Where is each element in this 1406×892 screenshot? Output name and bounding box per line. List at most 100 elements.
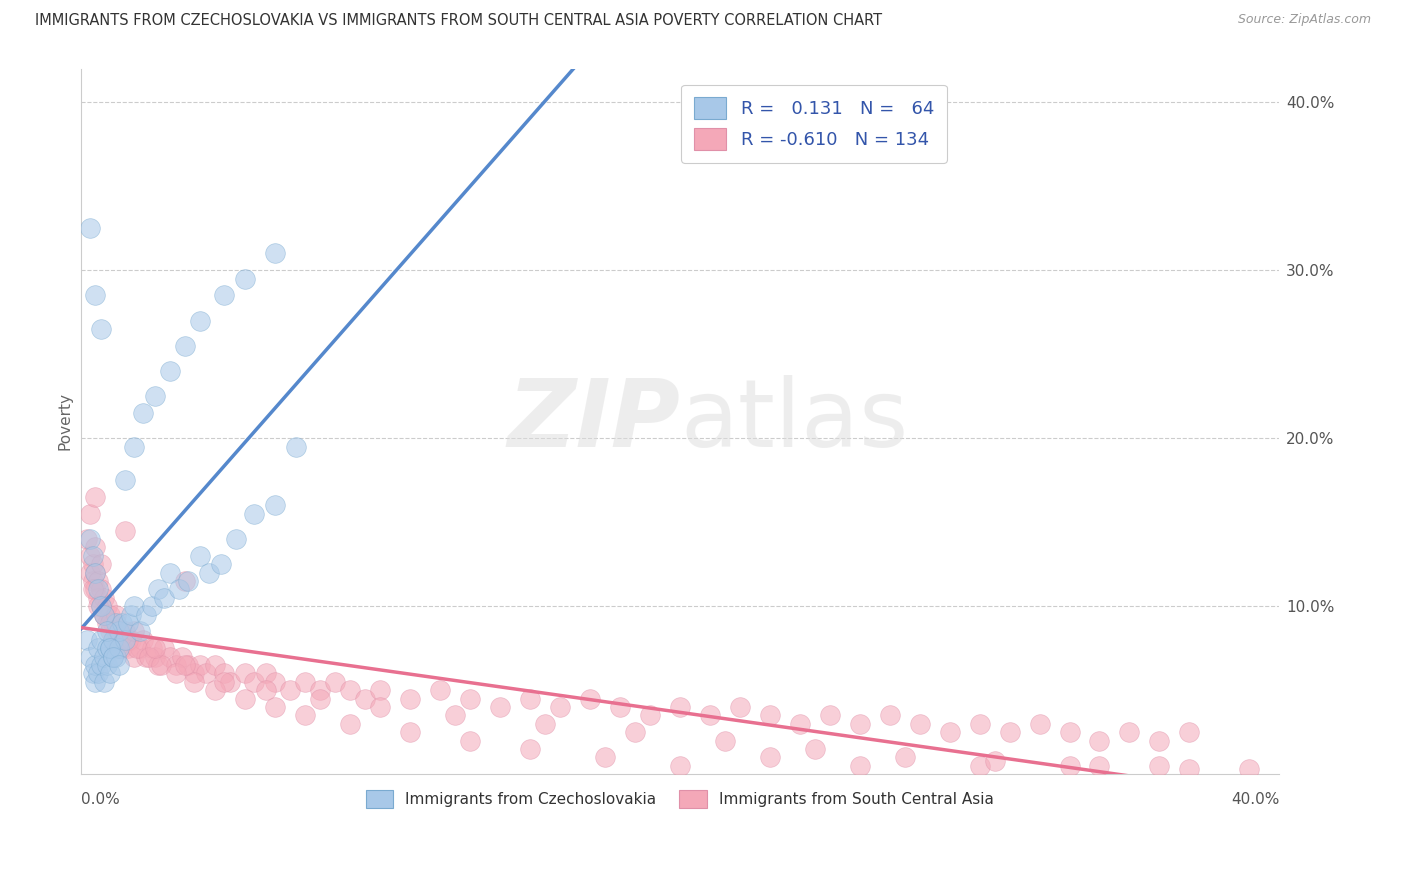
Point (219, 674, 242, 689)
Point (87, 641, 110, 656)
Point (135, 607, 157, 622)
Point (90, 599, 112, 614)
Point (82, 582, 104, 597)
Point (129, 641, 152, 656)
Point (669, 758, 692, 772)
Point (124, 440, 146, 454)
Point (235, 691, 257, 706)
Point (145, 389, 167, 403)
Point (132, 406, 155, 420)
Point (84, 657, 107, 672)
Point (79, 507, 101, 521)
Point (87, 599, 110, 614)
Point (108, 624, 131, 639)
Text: 0.0%: 0.0% (80, 792, 120, 806)
Point (489, 700, 512, 714)
Point (84, 582, 107, 597)
Point (368, 683, 391, 698)
Point (429, 683, 451, 698)
Text: atlas: atlas (681, 376, 908, 467)
Text: 40.0%: 40.0% (1230, 792, 1279, 806)
Point (519, 742, 541, 756)
Point (138, 649, 160, 664)
Point (1088, 758, 1111, 772)
Point (105, 607, 128, 622)
Point (114, 624, 136, 639)
Point (121, 632, 143, 647)
Point (204, 683, 226, 698)
Point (79, 221, 101, 235)
Point (84, 674, 107, 689)
Point (804, 742, 827, 756)
Point (908, 716, 931, 731)
Point (190, 657, 212, 672)
Point (124, 599, 146, 614)
Text: IMMIGRANTS FROM CZECHOSLOVAKIA VS IMMIGRANTS FROM SOUTH CENTRAL ASIA POVERTY COR: IMMIGRANTS FROM CZECHOSLOVAKIA VS IMMIGR… (35, 13, 883, 29)
Point (214, 666, 236, 681)
Point (103, 615, 125, 630)
Point (354, 691, 377, 706)
Point (93, 607, 115, 622)
Point (117, 641, 139, 656)
Point (198, 566, 221, 580)
Point (103, 632, 125, 647)
Point (159, 566, 181, 580)
Point (93, 607, 115, 622)
Point (818, 708, 841, 723)
Point (93, 607, 115, 622)
Point (458, 691, 481, 706)
Point (609, 700, 631, 714)
Point (983, 754, 1005, 768)
Point (938, 725, 960, 739)
Point (699, 708, 721, 723)
Point (90, 599, 112, 614)
Point (100, 607, 122, 622)
Point (624, 725, 647, 739)
Point (111, 615, 134, 630)
Point (84, 541, 107, 555)
Point (638, 708, 661, 723)
Point (209, 557, 232, 571)
Point (174, 339, 197, 353)
Point (1178, 762, 1201, 776)
Point (264, 700, 287, 714)
Point (183, 674, 205, 689)
Point (165, 666, 187, 681)
Point (879, 708, 901, 723)
Point (1028, 716, 1050, 731)
Point (105, 649, 128, 664)
Point (444, 708, 467, 723)
Point (111, 641, 134, 656)
Point (84, 490, 107, 504)
Point (728, 700, 751, 714)
Point (235, 271, 257, 285)
Point (214, 288, 236, 302)
Point (593, 750, 616, 764)
Point (100, 666, 122, 681)
Point (264, 246, 287, 260)
Legend: Immigrants from Czechoslovakia, Immigrants from South Central Asia: Immigrants from Czechoslovakia, Immigran… (359, 782, 1001, 816)
Point (534, 716, 557, 731)
Point (1059, 725, 1081, 739)
Point (309, 683, 332, 698)
Text: Source: ZipAtlas.com: Source: ZipAtlas.com (1237, 13, 1371, 27)
Point (1118, 725, 1140, 739)
Point (132, 632, 155, 647)
Point (145, 649, 167, 664)
Point (124, 624, 146, 639)
Point (165, 657, 187, 672)
Point (177, 657, 200, 672)
Point (969, 758, 991, 772)
Point (105, 641, 128, 656)
Point (87, 591, 110, 605)
Point (82, 574, 104, 588)
Point (848, 716, 870, 731)
Point (79, 566, 101, 580)
Point (153, 641, 176, 656)
Point (264, 674, 287, 689)
Y-axis label: Poverty: Poverty (58, 392, 72, 450)
Point (108, 632, 131, 647)
Point (114, 524, 136, 538)
Point (309, 691, 332, 706)
Point (214, 674, 236, 689)
